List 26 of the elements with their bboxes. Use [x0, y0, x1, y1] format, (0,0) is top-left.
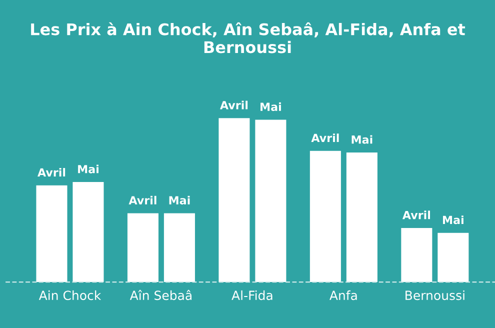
- text: Mai: [260, 102, 281, 112]
- text: Avril: [220, 100, 248, 110]
- x-tick-label: Bernoussi: [406, 290, 464, 300]
- bar: [164, 213, 195, 282]
- chart-title: Les Prix à Ain Chock, Aîn Sebaâ, Al-Fida, Anfa et Bernoussi: [31, 22, 466, 54]
- text: Mai: [352, 135, 372, 144]
- x-tick-label: Al-Fida: [232, 290, 272, 300]
- x-tick-label: Anfa: [330, 290, 357, 300]
- x-tick-label: Ain Chock: [38, 290, 102, 300]
- bar: [36, 185, 68, 282]
- text: Avril: [311, 134, 339, 142]
- text: Avril: [402, 210, 430, 220]
- x-tick-label: Aîn Sebaâ: [130, 290, 192, 300]
- text: Mai: [443, 216, 464, 224]
- series-label: Avril: [128, 196, 156, 204]
- bar: [346, 152, 378, 282]
- text: Mai: [78, 164, 98, 174]
- bar: [310, 150, 341, 282]
- bar: [255, 120, 286, 282]
- bar: [438, 232, 469, 282]
- series-label: Mai: [169, 196, 190, 204]
- bar: [72, 182, 104, 282]
- text: Avril: [38, 168, 66, 176]
- bar: [127, 213, 158, 282]
- bar: [401, 228, 432, 282]
- bar: [218, 118, 250, 282]
